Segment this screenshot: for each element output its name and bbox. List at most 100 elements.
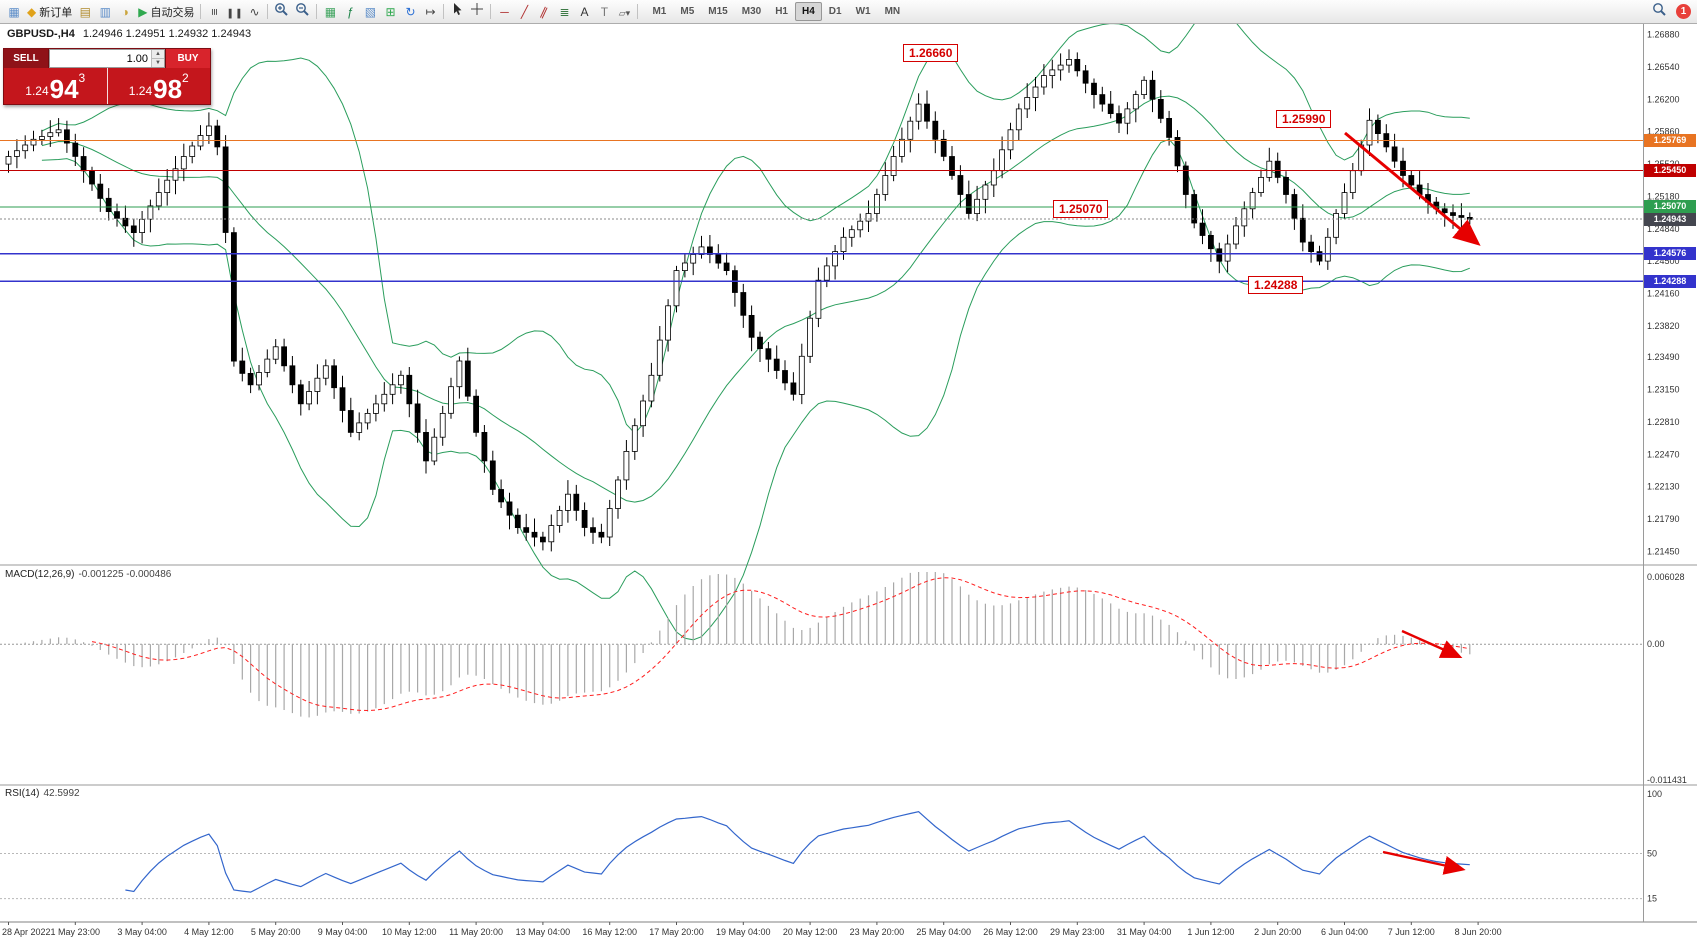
toolbar-right: 1	[1649, 2, 1693, 22]
autotrading-label: 自动交易	[150, 6, 195, 19]
svg-text:0.00: 0.00	[1647, 639, 1665, 649]
rsi-line	[125, 811, 1470, 893]
candlestick-mode-button[interactable]: ▌▐	[224, 2, 244, 22]
channel-button[interactable]: ∥	[534, 2, 554, 22]
chart-title: GBPUSD-,H4 1.24946 1.24951 1.24932 1.2494…	[7, 28, 251, 40]
autotrading-icon: ▶	[138, 4, 148, 19]
indicators-button[interactable]: ƒ	[340, 2, 360, 22]
templates-icon: ▧	[364, 4, 377, 19]
svg-text:1 May 23:00: 1 May 23:00	[51, 927, 101, 937]
toolbar-separator	[267, 4, 269, 19]
zoom-out-button[interactable]	[292, 2, 313, 22]
svg-text:1.21790: 1.21790	[1647, 514, 1680, 524]
timeframe-w1[interactable]: W1	[855, 6, 871, 17]
timeframe-d1[interactable]: D1	[828, 6, 842, 17]
price-annotation[interactable]: 1.24288	[1248, 276, 1304, 294]
templates-button[interactable]: ▧	[360, 2, 380, 22]
horizontal-line-button[interactable]: ─	[494, 2, 514, 22]
svg-text:1 Jun 12:00: 1 Jun 12:00	[1187, 927, 1234, 937]
cursor-button[interactable]	[447, 2, 467, 22]
price-axis-tag: 1.24288	[1644, 274, 1696, 288]
price-annotation[interactable]: 1.25990	[1276, 110, 1332, 128]
profiles-button[interactable]: ▤	[75, 2, 95, 22]
rsi-levels	[0, 853, 1643, 900]
timeframe-m15[interactable]: M15	[708, 6, 728, 17]
trendline-button[interactable]: ╱	[514, 2, 534, 22]
text-label-button[interactable]: T	[594, 2, 614, 22]
timeframe-m5[interactable]: M5	[680, 6, 695, 17]
timeframe-m1[interactable]: M1	[652, 6, 667, 17]
timeframe-h4[interactable]: H4	[794, 2, 822, 21]
navigator-button[interactable]: ◑	[115, 2, 135, 22]
text-button[interactable]: A	[574, 2, 594, 22]
svg-text:2 Jun 20:00: 2 Jun 20:00	[1254, 927, 1301, 937]
svg-text:100: 100	[1647, 789, 1662, 799]
svg-text:1.26540: 1.26540	[1647, 62, 1680, 72]
price-annotation[interactable]: 1.25070	[1053, 200, 1109, 218]
new-chart-icon: ▦	[8, 4, 20, 19]
market-watch-icon: ▥	[99, 4, 111, 19]
svg-text:1.26200: 1.26200	[1647, 94, 1680, 104]
search-button[interactable]	[1649, 2, 1670, 22]
volume-down-icon[interactable]: ▼	[152, 59, 164, 67]
price-level-lines[interactable]	[0, 139, 1643, 282]
rsi-label: RSI(14) 42.5992	[5, 788, 80, 799]
timeframe-m30[interactable]: M30	[741, 6, 762, 17]
shapes-button[interactable]: ▱▾	[614, 2, 634, 22]
buy-button[interactable]: BUY	[165, 49, 210, 68]
toolbar-separator	[200, 4, 202, 19]
trend-arrows[interactable]	[1344, 131, 1481, 875]
chart-canvas[interactable]: 1.26880 1.26540 1.26200 1.25860 1.25520 1.251…	[0, 24, 1697, 943]
refresh-icon: ↻	[405, 4, 416, 19]
refresh-button[interactable]: ↻	[400, 2, 420, 22]
volume-up-icon[interactable]: ▲	[152, 50, 164, 59]
svg-text:1.24500: 1.24500	[1647, 256, 1680, 266]
horizontal-line-icon: ─	[500, 4, 509, 19]
panel-dividers	[0, 24, 1697, 923]
new-chart-button[interactable]: ▦	[4, 2, 24, 22]
svg-text:1.22810: 1.22810	[1647, 417, 1680, 427]
macd-label: MACD(12,26,9) -0.001225 -0.000486	[5, 569, 172, 580]
chart-shift-button[interactable]: ↦	[420, 2, 440, 22]
chart-window: 1.26880 1.26540 1.26200 1.25860 1.25520 1.251…	[0, 24, 1697, 943]
market-watch-button[interactable]: ▥	[95, 2, 115, 22]
price-axis-ticks: 1.26880 1.26540 1.26200 1.25860 1.25520 1.251…	[1647, 30, 1680, 557]
fibonacci-button[interactable]: ≣	[554, 2, 574, 22]
volume-input[interactable]	[50, 50, 151, 67]
svg-text:1.23820: 1.23820	[1647, 321, 1680, 331]
macd-signal-line	[91, 577, 1470, 712]
chart-shift-icon: ↦	[425, 4, 436, 19]
bar-chart-mode-button[interactable]: ≡	[204, 2, 224, 22]
price-annotation[interactable]: 1.26660	[903, 44, 959, 62]
tile-windows-button[interactable]: ▦	[320, 2, 340, 22]
svg-text:5 May 20:00: 5 May 20:00	[251, 927, 301, 937]
time-axis[interactable]: 28 Apr 2022 1 May 23:00 3 May 04:00 4 May 1…	[2, 922, 1502, 937]
svg-text:7 Jun 12:00: 7 Jun 12:00	[1388, 927, 1435, 937]
svg-text:6 Jun 04:00: 6 Jun 04:00	[1321, 927, 1368, 937]
timeframe-toolbar: M1 M5 M15 M30 H1 H4 D1 W1 MN	[645, 2, 907, 21]
zoom-in-button[interactable]	[271, 2, 292, 22]
price-axis-tag: 1.25769	[1644, 133, 1696, 147]
svg-text:0.006028: 0.006028	[1647, 572, 1685, 582]
new-order-button[interactable]: ◆ 新订单	[24, 2, 75, 22]
new-order-icon: ◆	[27, 4, 37, 19]
indicators-icon: ƒ	[347, 4, 354, 19]
buy-price[interactable]: 1.24 98 2	[128, 71, 189, 104]
toolbar-separator	[490, 4, 492, 19]
sell-button[interactable]: SELL	[4, 49, 49, 68]
sell-price[interactable]: 1.24 94 3	[4, 68, 108, 104]
timeframe-mn[interactable]: MN	[884, 6, 901, 17]
timeframe-h1[interactable]: H1	[775, 6, 788, 17]
svg-text:1.23150: 1.23150	[1647, 385, 1680, 395]
line-chart-mode-button[interactable]: ∿	[244, 2, 264, 22]
svg-text:20 May 12:00: 20 May 12:00	[783, 927, 838, 937]
crosshair-button[interactable]	[467, 2, 487, 22]
add-indicator-button[interactable]: ⊞	[380, 2, 400, 22]
svg-text:4 May 12:00: 4 May 12:00	[184, 927, 234, 937]
notification-badge[interactable]: 1	[1676, 4, 1691, 19]
toolbar-items: ▦ ◆ 新订单 ▤ ▥ ◑ ▶ 自动交易 ≡ ▌▐ ∿ ▦ ƒ ▧ ⊞ ↻ ↦ ─ ╱ ∥ ≣ A T ▱▾	[4, 2, 641, 22]
autotrading-button[interactable]: ▶ 自动交易	[135, 2, 197, 22]
volume-field: ▲▼	[49, 49, 165, 68]
